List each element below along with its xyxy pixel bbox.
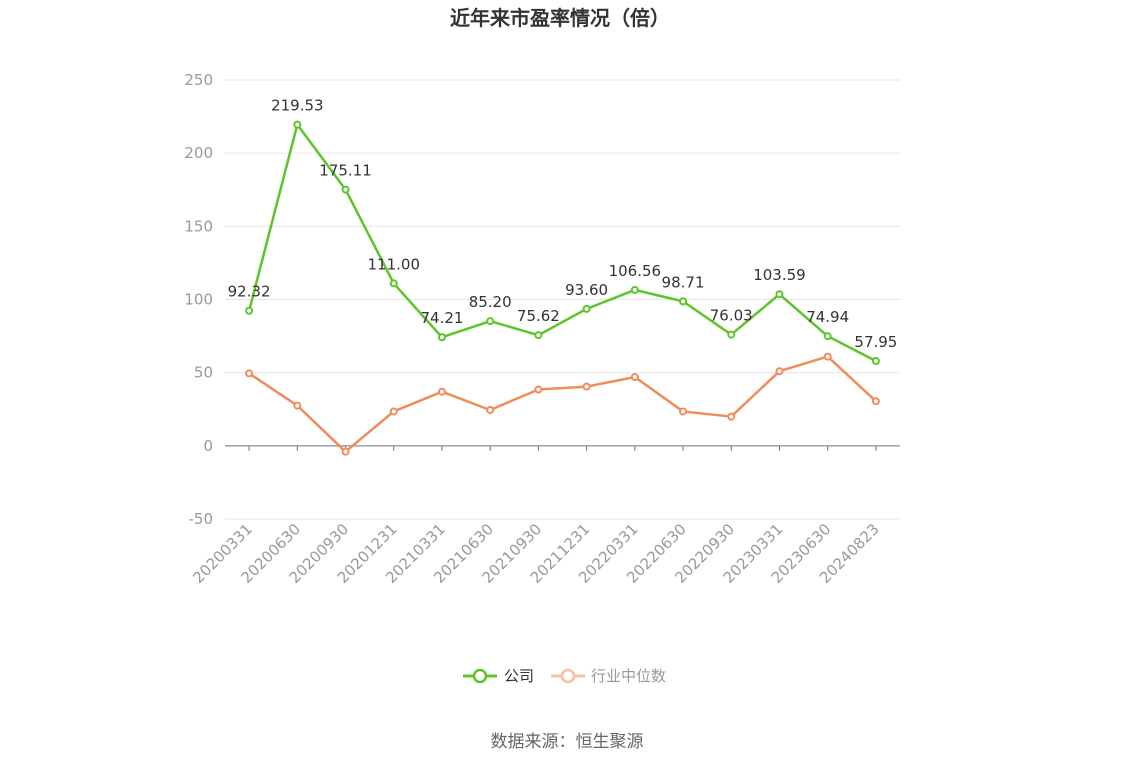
- y-tick-label: -50: [189, 510, 214, 528]
- data-labels: 92.32 219.53 175.11 111.00 74.21 85.20 75.62 93…: [228, 97, 898, 351]
- legend-item-company[interactable]: 公司: [463, 667, 534, 685]
- data-point-industry-median[interactable]: [630, 373, 639, 382]
- grid-lines: [225, 79, 900, 520]
- data-label-company: 106.56: [609, 262, 662, 280]
- data-point-industry-median[interactable]: [341, 447, 350, 456]
- data-point-industry-median[interactable]: [389, 407, 398, 416]
- data-label-company: 98.71: [662, 273, 705, 291]
- data-point-industry-median[interactable]: [293, 401, 302, 410]
- series-line-company: [247, 123, 877, 363]
- data-point-industry-median[interactable]: [823, 352, 832, 361]
- legend-item-industry-median[interactable]: 行业中位数: [551, 667, 666, 685]
- data-point-industry-median[interactable]: [534, 385, 543, 394]
- y-tick-label: 250: [184, 71, 213, 89]
- data-point-company[interactable]: [775, 290, 784, 299]
- data-point-industry-median[interactable]: [437, 387, 446, 396]
- series-line-industry-median: [248, 355, 877, 453]
- data-point-company[interactable]: [341, 185, 350, 194]
- legend-label-company: 公司: [504, 667, 534, 685]
- legend: 公司 行业中位数: [463, 667, 666, 685]
- data-point-company[interactable]: [293, 120, 302, 129]
- y-tick-label: 200: [184, 144, 213, 162]
- y-tick-label: 100: [184, 291, 213, 309]
- data-label-company: 85.20: [469, 293, 512, 311]
- data-label-company: 76.03: [710, 307, 753, 325]
- data-point-industry-median[interactable]: [775, 367, 784, 376]
- chart-title: 近年来市盈率情况（倍）: [450, 6, 670, 30]
- data-label-company: 57.95: [854, 333, 897, 351]
- legend-marker-company: [472, 668, 488, 684]
- data-label-company: 219.53: [271, 97, 324, 115]
- data-point-company[interactable]: [630, 285, 639, 294]
- data-point-company[interactable]: [245, 306, 254, 315]
- data-point-company[interactable]: [582, 304, 591, 313]
- data-label-company: 175.11: [319, 162, 372, 180]
- data-point-company[interactable]: [871, 357, 880, 366]
- data-point-industry-median[interactable]: [727, 412, 736, 421]
- data-point-company[interactable]: [823, 332, 832, 341]
- data-point-company[interactable]: [437, 333, 446, 342]
- data-point-industry-median[interactable]: [871, 397, 880, 406]
- y-tick-label: 0: [203, 437, 213, 455]
- data-point-industry-median[interactable]: [245, 369, 254, 378]
- data-point-company[interactable]: [389, 279, 398, 288]
- data-point-industry-median[interactable]: [679, 407, 688, 416]
- y-axis-ticks: -50 0 50 100 150 200 250: [184, 71, 213, 528]
- data-point-company[interactable]: [534, 331, 543, 340]
- series-lines: [245, 120, 880, 456]
- data-label-company: 74.94: [806, 308, 849, 326]
- y-tick-label: 50: [194, 364, 213, 382]
- data-source: 数据来源：恒生聚源: [491, 732, 644, 752]
- data-point-industry-median[interactable]: [582, 382, 591, 391]
- data-point-company[interactable]: [727, 330, 736, 339]
- data-point-company[interactable]: [679, 297, 688, 306]
- data-label-company: 75.62: [517, 307, 560, 325]
- legend-marker-industry-median: [560, 668, 576, 684]
- data-label-company: 93.60: [565, 281, 608, 299]
- data-point-company[interactable]: [486, 317, 495, 326]
- data-label-company: 74.21: [420, 309, 463, 327]
- x-axis: 2020033120200630202009302020123120210331…: [189, 445, 900, 587]
- data-label-company: 92.32: [228, 283, 271, 301]
- y-tick-label: 150: [184, 217, 213, 235]
- data-point-industry-median[interactable]: [486, 405, 495, 414]
- data-label-company: 103.59: [753, 266, 806, 284]
- legend-label-industry-median: 行业中位数: [591, 667, 666, 685]
- data-label-company: 111.00: [368, 255, 421, 273]
